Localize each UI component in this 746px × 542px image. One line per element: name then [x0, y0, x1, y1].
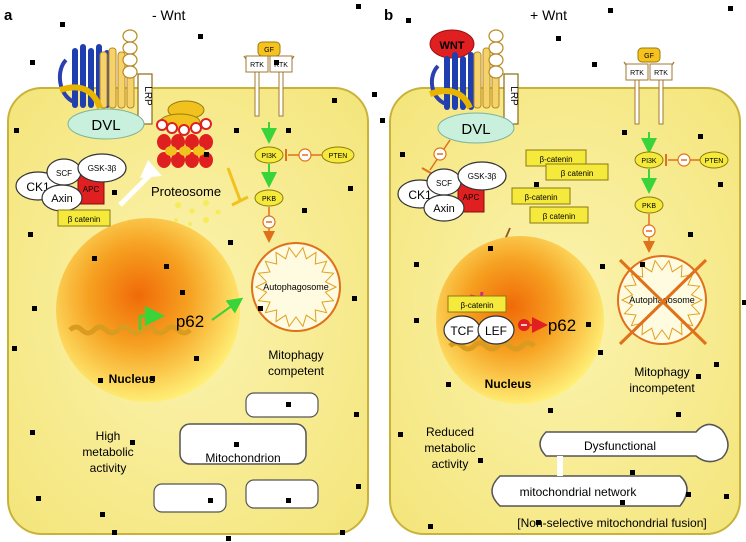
- panel-a-rtk-left-label: RTK: [250, 62, 264, 69]
- panel-a-ck1-label: CK1: [26, 180, 50, 194]
- panel-b-fusion-label: [Non-selective mitochondrial fusion]: [517, 516, 706, 530]
- panel-a-degradation-arrow: [118, 173, 152, 207]
- panel-b-rtk-left-label: RTK: [630, 70, 644, 77]
- panel-a-apc-label: APC: [83, 185, 100, 194]
- panel-a-lrp-label: LRP: [142, 86, 153, 106]
- panel-a-pten-label: PTEN: [329, 153, 348, 160]
- panel-b-activity-line1: Reduced: [426, 425, 474, 439]
- panel-a-degradation-arrowhead: [140, 160, 162, 178]
- panel-b-beta-catenin-1: β-catenin: [539, 155, 572, 164]
- panel-b-activity-line3: activity: [432, 457, 469, 471]
- panel-b-tcf-label: TCF: [450, 324, 473, 338]
- panel-a-mitochondrion-small-3: [245, 479, 319, 509]
- panel-a-pi3k: [254, 146, 284, 164]
- panel-a-mitochondrion: [179, 423, 307, 465]
- panel-b-mitophagy-line2: incompetent: [629, 381, 695, 395]
- panel-b-beta-catenin-stack: β-catenin β catenin β-catenin β catenin: [511, 149, 609, 224]
- panel-a-autophagosome: Autophagosome: [251, 242, 341, 332]
- panel-b-destruction-complex: APC CK1 SCF GSK-3β Axin: [397, 161, 507, 222]
- panel-a-gf-label: GF: [264, 47, 274, 54]
- panel-b-pten-label: PTEN: [705, 158, 724, 165]
- panel-a-pi3k-label: PI3K: [261, 153, 277, 160]
- panel-a-activity-line1: High: [96, 429, 121, 443]
- panel-b-scf-label: SCF: [436, 179, 452, 188]
- panel-b-gf-label: GF: [644, 53, 654, 60]
- panel-a-activity-line3: activity: [90, 461, 127, 475]
- panel-a-dvl-label: DVL: [91, 117, 120, 134]
- panel-a-activity-line2: metabolic: [82, 445, 133, 459]
- panel-b-apc-label: APC: [463, 193, 480, 202]
- panel-b-rtk-right-label: RTK: [654, 70, 668, 77]
- panel-b-dna: [448, 340, 536, 352]
- panel-a-yellow-inhibition: [226, 167, 242, 201]
- panel-b-condition: + Wnt: [530, 7, 567, 23]
- panel-a-p62-arrow: [211, 297, 244, 321]
- panel-b-ck1-label: CK1: [408, 188, 432, 202]
- panel-b-pkb-label: PKB: [642, 203, 656, 210]
- panel-b-nucleus: [436, 236, 604, 404]
- panel-a-beta-catenin-label: β catenin: [68, 215, 101, 224]
- panel-a-gsk-label: GSK-3β: [88, 164, 117, 173]
- panel-b-axin-label: Axin: [433, 203, 454, 215]
- panel-a-pkb-label: PKB: [262, 196, 276, 203]
- panel-b-block-cross-2: [618, 258, 708, 346]
- panel-b: b + Wnt WNT: [384, 7, 741, 535]
- panel-a-dna: [68, 324, 192, 336]
- panel-b-p62-label: p62: [548, 316, 576, 335]
- panel-a-mitophagy-line1: Mitophagy: [268, 348, 323, 362]
- panel-b-lef: [477, 315, 515, 345]
- panel-b-pi3k: [634, 151, 664, 169]
- panel-b-letter: b: [384, 7, 393, 24]
- panel-a-condition: - Wnt: [152, 7, 186, 23]
- panel-b-dvl-label: DVL: [461, 121, 490, 138]
- panel-b-beta-catenin-4: β catenin: [543, 212, 576, 221]
- panel-a-mitochondrion-small-1: [245, 392, 319, 418]
- panel-b-lef-label: LEF: [485, 324, 507, 338]
- panel-a: a - Wnt: [4, 7, 369, 535]
- panel-b-pkb: [634, 196, 664, 214]
- panel-a-nucleus-label: Nucleus: [109, 372, 156, 386]
- noise-dots: [12, 4, 746, 541]
- panel-b-dysfunctional-label: Dysfunctional: [584, 439, 656, 453]
- panel-a-proteosome: [156, 100, 221, 226]
- panel-b-mitochondrial-network: [491, 423, 729, 507]
- panel-b-beta-catenin-nuclear-label: β-catenin: [460, 301, 493, 310]
- panel-b-network-label: mitochondrial network: [520, 485, 638, 499]
- panel-a-promoter-arrow: [138, 306, 165, 330]
- panel-a-dvl: [67, 108, 145, 140]
- panel-b-nucleus-label: Nucleus: [485, 377, 532, 391]
- panel-b-nuclear-beta-catenin: [447, 295, 507, 313]
- panel-b-mitophagy-line1: Mitophagy: [634, 365, 689, 379]
- panel-b-dvl: [437, 112, 515, 144]
- panel-b-rtk: GF RTK RTK: [623, 47, 675, 125]
- panel-b-activity-line2: metabolic: [424, 441, 475, 455]
- panel-b-lrp-label: LRP: [508, 86, 519, 106]
- panel-b-autophagosome: Autophagosome: [617, 255, 708, 346]
- panel-b-beta-catenin-2: β catenin: [561, 169, 594, 178]
- panel-a-frizzled-receptor: LRP: [57, 29, 153, 125]
- panel-a-mitophagy-line2: competent: [268, 364, 325, 378]
- panel-a-destruction-complex: APC CK1 SCF GSK-3β Axin β catenin: [15, 153, 127, 227]
- panel-a-scf-label: SCF: [56, 169, 72, 178]
- panel-a-rtk-right-label: RTK: [274, 62, 288, 69]
- panel-b-beta-catenin-3: β-catenin: [524, 193, 557, 202]
- panel-b-wnt-label: WNT: [439, 40, 464, 52]
- panel-b-gsk-label: GSK-3β: [468, 172, 497, 181]
- panel-a-autophagosome-label: Autophagosome: [263, 282, 329, 292]
- panel-a-proteosome-label: Proteosome: [151, 184, 221, 199]
- panel-a-pkb: [254, 189, 284, 207]
- panel-b-frizzled-receptor: LRP: [429, 29, 519, 125]
- panel-a-mitochondrion-small-2: [153, 483, 227, 513]
- panel-a-letter: a: [4, 7, 13, 24]
- panel-a-axin-label: Axin: [51, 193, 72, 205]
- panel-a-mitochondrion-label: Mitochondrion: [205, 451, 280, 465]
- panel-b-pi3k-label: PI3K: [641, 158, 657, 165]
- panel-a-p62-label: p62: [176, 312, 204, 331]
